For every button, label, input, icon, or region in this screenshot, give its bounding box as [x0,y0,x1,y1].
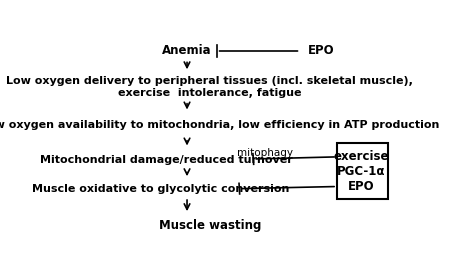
Text: EPO: EPO [308,45,335,57]
Text: Low oxygen delivery to peripheral tissues (incl. skeletal muscle),
exercise  int: Low oxygen delivery to peripheral tissue… [6,76,413,98]
Text: Muscle oxidative to glycolytic conversion: Muscle oxidative to glycolytic conversio… [32,184,289,194]
Text: Mitochondrial damage/reduced turnover: Mitochondrial damage/reduced turnover [40,155,292,165]
Text: exercise
PGC-1α
EPO: exercise PGC-1α EPO [333,150,389,193]
FancyBboxPatch shape [337,143,387,199]
Text: Anemia: Anemia [162,45,212,57]
Text: mitophagy: mitophagy [238,148,293,158]
Text: Low oxygen availability to mitochondria, low efficiency in ATP production: Low oxygen availability to mitochondria,… [0,120,439,130]
Text: Muscle wasting: Muscle wasting [158,219,261,232]
